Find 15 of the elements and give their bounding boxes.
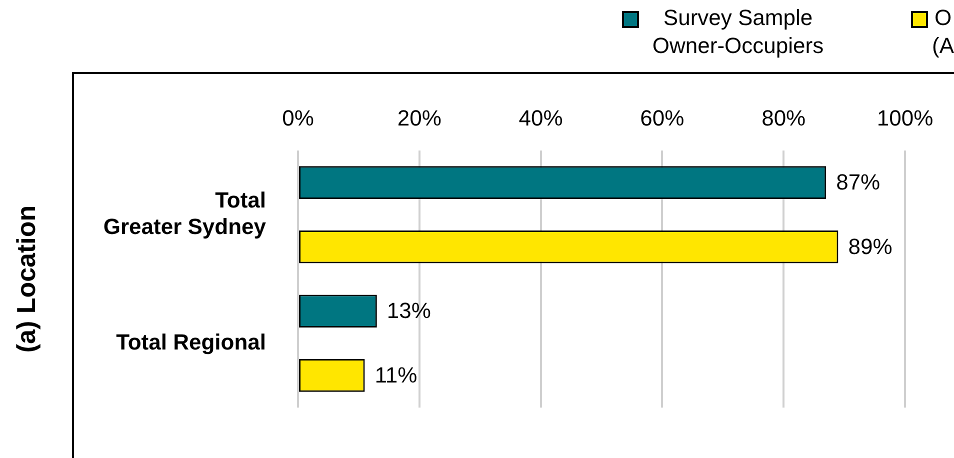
x-tick-label: 100% — [876, 105, 934, 130]
x-tick-label: 60% — [640, 105, 684, 130]
x-tick-label: 20% — [397, 105, 442, 130]
x-tick-label: 0% — [282, 105, 314, 130]
legend-label: Survey Sample Owner-Occupiers — [651, 4, 825, 60]
y-tick-label: Total Regional — [116, 329, 266, 354]
x-tick-label: 80% — [762, 105, 806, 130]
legend-label: O (A — [932, 4, 954, 60]
data-label: 87% — [836, 170, 880, 195]
data-label: 89% — [848, 234, 892, 259]
data-label: 13% — [386, 298, 431, 324]
data-label: 11% — [374, 362, 418, 388]
y-axis-title: (a) Location — [10, 205, 41, 353]
x-tick-label: 40% — [518, 105, 563, 130]
y-tick-label: Total Greater Sydney — [103, 188, 267, 239]
